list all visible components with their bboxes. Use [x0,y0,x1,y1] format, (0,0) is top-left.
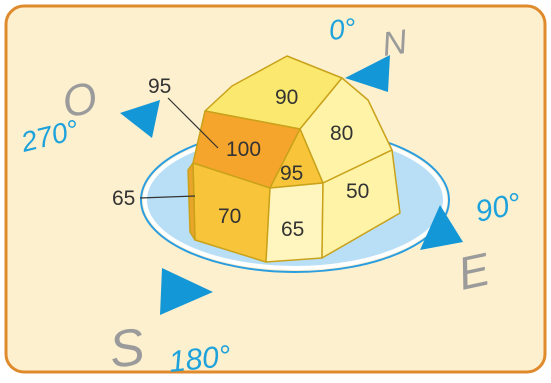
callout-line-lower-left [139,195,196,199]
face-label-front-left: 70 [218,205,241,228]
west-arrow-icon [120,100,160,138]
south-degrees: 180° [167,340,232,378]
face-label-top-back: 90 [275,86,298,109]
face-label-front-right: 65 [281,218,304,241]
face-label-top-center: 95 [280,162,303,185]
face-right-front [321,149,401,259]
north-degrees: 0° [327,12,357,46]
callout-label-lower-left: 65 [112,187,135,210]
face-label-right-front: 50 [346,180,369,203]
south-letter: S [106,318,149,378]
callout-label-upper-left: 95 [148,75,171,98]
building [187,55,401,263]
face-label-top-left-dark: 100 [226,138,261,161]
south-arrow-icon [160,268,213,315]
face-left-edge [187,162,196,241]
north-arrow-icon [345,55,390,92]
east-arrow-icon [420,205,463,250]
face-label-right-back: 80 [330,122,353,145]
callout-line-upper-left [167,97,219,149]
north-letter: N [380,23,410,64]
